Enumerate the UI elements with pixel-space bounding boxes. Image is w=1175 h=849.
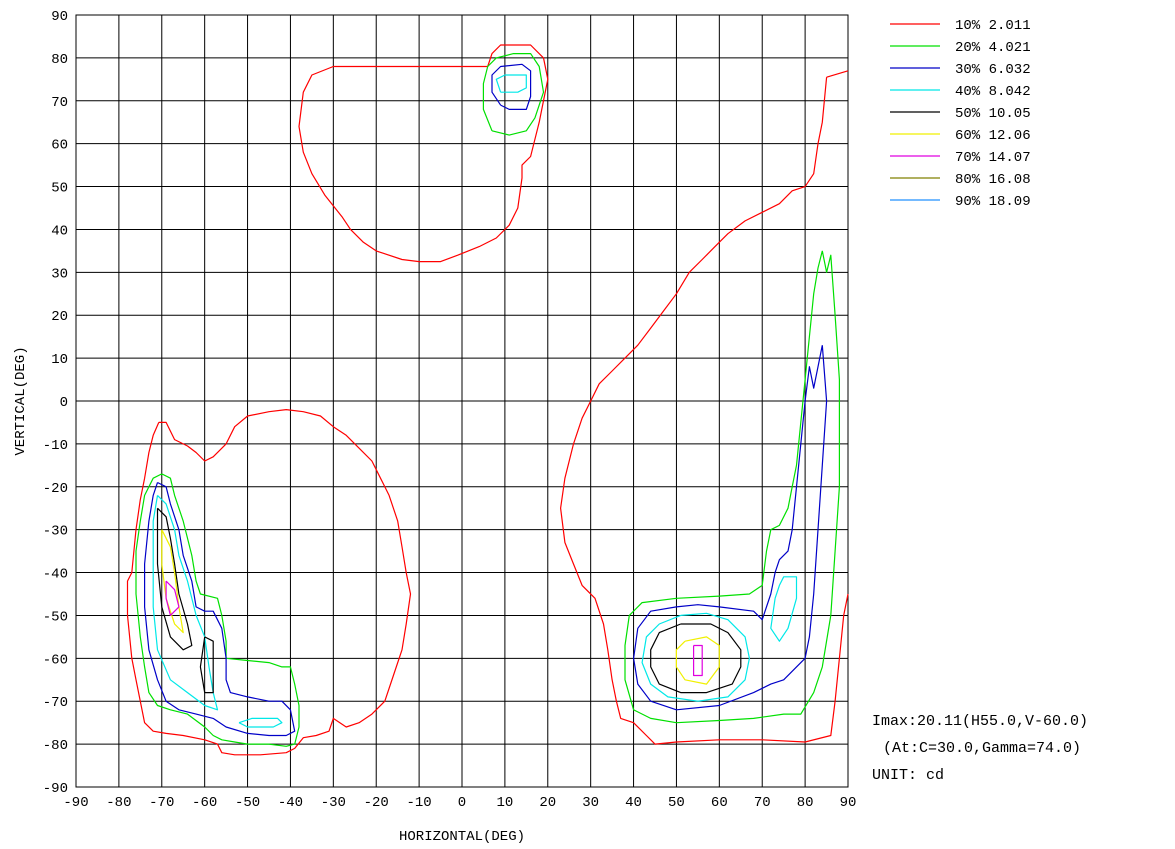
contour-line — [238, 717, 283, 728]
legend-label: 30% 6.032 — [955, 62, 1031, 78]
x-tick-label: -60 — [192, 795, 217, 811]
x-tick-label: -40 — [278, 795, 303, 811]
contour-line — [826, 70, 849, 78]
imax-annotation: Imax:20.11(H55.0,V-60.0) — [872, 713, 1089, 730]
y-tick-label: 50 — [51, 181, 68, 197]
contour-line — [675, 636, 720, 685]
x-tick-label: 70 — [754, 795, 771, 811]
x-axis-ticks: -90 -80 -70 -60 -50 -40 -30 -20 -10 0 10 20 30 40 50 60… — [63, 795, 856, 811]
contour-line — [199, 636, 214, 694]
x-tick-label: 80 — [797, 795, 814, 811]
x-tick-label: 20 — [539, 795, 556, 811]
gamma-annotation: (At:C=30.0,Gamma=74.0) — [883, 740, 1082, 757]
legend-label: 10% 2.011 — [955, 18, 1031, 34]
x-tick-label: 50 — [668, 795, 685, 811]
contour-line — [770, 576, 798, 642]
y-tick-label: 10 — [51, 352, 68, 368]
legend-label: 80% 16.08 — [955, 172, 1031, 188]
x-tick-label: 0 — [458, 795, 466, 811]
x-tick-label: -10 — [407, 795, 432, 811]
contour-line — [165, 580, 180, 616]
legend-label: 40% 8.042 — [955, 84, 1031, 100]
contour-line — [560, 77, 849, 745]
y-tick-label: 80 — [51, 52, 68, 68]
y-tick-label: 30 — [51, 266, 68, 282]
y-tick-label: -10 — [43, 438, 68, 454]
x-tick-label: 40 — [625, 795, 642, 811]
y-tick-label: 0 — [60, 395, 68, 411]
x-tick-label: -30 — [321, 795, 346, 811]
y-tick-label: 60 — [51, 138, 68, 154]
legend-label: 90% 18.09 — [955, 194, 1031, 210]
contour-line — [693, 644, 703, 677]
y-axis-ticks: -90 -80 -70 -60 -50 -40 -30 -20 -10 0 10 20 30 40 50 60… — [43, 9, 68, 797]
x-axis-label: HORIZONTAL(DEG) — [399, 829, 525, 845]
contour-line — [624, 250, 840, 724]
y-tick-label: 20 — [51, 309, 68, 325]
plot-frame — [75, 14, 849, 788]
contour-line — [126, 409, 412, 756]
y-tick-label: 40 — [51, 223, 68, 239]
contour-line — [650, 623, 742, 694]
x-tick-label: -80 — [106, 795, 131, 811]
contour-line — [152, 494, 219, 711]
contour-line — [495, 74, 527, 93]
y-tick-label: -50 — [43, 609, 68, 625]
plot-grid — [75, 14, 849, 788]
y-tick-label: -80 — [43, 738, 68, 754]
legend-label: 70% 14.07 — [955, 150, 1031, 166]
contour-line — [641, 612, 750, 702]
y-tick-label: -90 — [43, 781, 68, 797]
y-tick-label: 70 — [51, 95, 68, 111]
y-tick-label: -40 — [43, 567, 68, 583]
legend-label: 60% 12.06 — [955, 128, 1031, 144]
y-tick-label: -70 — [43, 695, 68, 711]
x-tick-label: -50 — [235, 795, 260, 811]
y-tick-label: -30 — [43, 524, 68, 540]
x-tick-label: 30 — [582, 795, 599, 811]
y-axis-label: VERTICAL(DEG) — [13, 346, 29, 455]
unit-annotation: UNIT: cd — [872, 767, 945, 784]
contour-line — [144, 481, 296, 737]
x-tick-label: -20 — [364, 795, 389, 811]
contour-line — [161, 529, 184, 634]
x-tick-label: -70 — [149, 795, 174, 811]
y-tick-label: -60 — [43, 652, 68, 668]
y-tick-label: -20 — [43, 481, 68, 497]
x-tick-label: 90 — [840, 795, 857, 811]
y-tick-label: 90 — [51, 9, 68, 25]
contour-lines — [126, 44, 849, 756]
legend: 10% 2.011 20% 4.021 30% 6.032 40% 8.042 50% … — [890, 18, 1031, 210]
contour-line — [135, 473, 300, 747]
contour-line — [482, 53, 545, 136]
contour-line — [298, 44, 549, 263]
contour-line — [156, 507, 193, 651]
x-tick-label: -90 — [63, 795, 88, 811]
legend-label: 50% 10.05 — [955, 106, 1031, 122]
x-tick-label: 10 — [496, 795, 513, 811]
legend-label: 20% 4.021 — [955, 40, 1031, 56]
x-tick-label: 60 — [711, 795, 728, 811]
contour-line — [633, 345, 828, 711]
contour-line — [491, 63, 532, 110]
